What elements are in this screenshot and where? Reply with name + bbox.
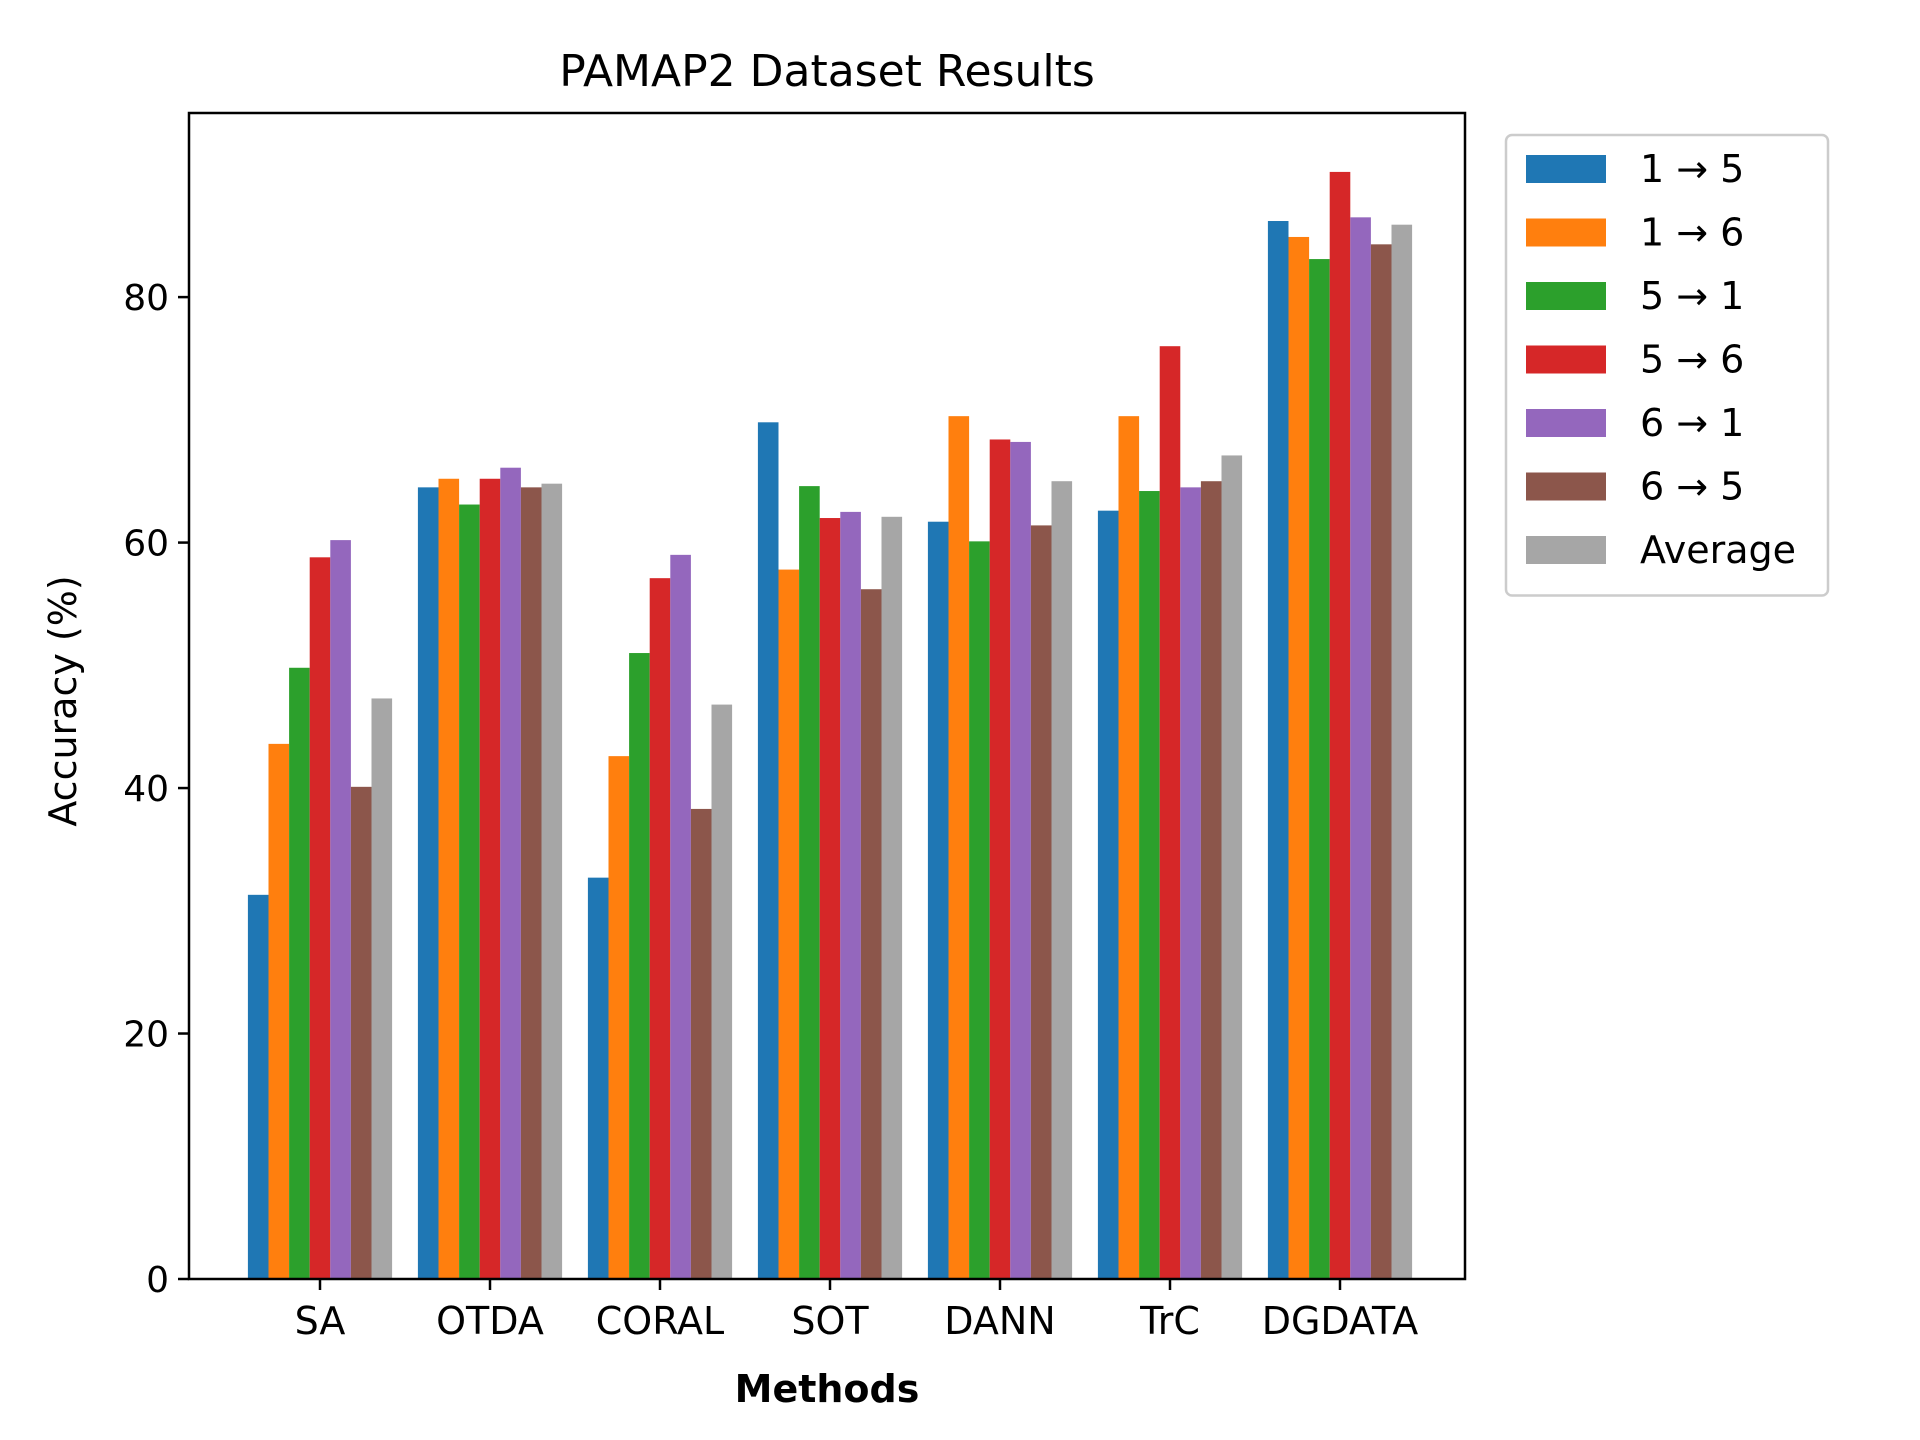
bar: [649, 578, 671, 1279]
bar: [247, 894, 269, 1279]
bar: [417, 487, 439, 1280]
bars-layer: [247, 171, 1413, 1280]
bar: [541, 483, 563, 1279]
bar: [1350, 217, 1371, 1280]
y-tick-label: 60: [123, 524, 169, 565]
x-ticks-layer: SA OTDA CORAL SOT DANN TrC DGDATA: [295, 1279, 1419, 1343]
x-tick-label: TrC: [1139, 1299, 1200, 1343]
legend-swatch: [1526, 282, 1606, 310]
y-tick-label: 80: [123, 278, 169, 319]
bar: [840, 511, 861, 1279]
bar: [1200, 481, 1222, 1280]
legend-swatch: [1526, 345, 1606, 374]
bar: [860, 589, 882, 1279]
bar: [927, 521, 949, 1279]
x-tick-label: SA: [295, 1299, 346, 1343]
bar: [1097, 510, 1119, 1279]
bar: [289, 667, 310, 1279]
bar: [690, 808, 712, 1279]
bar: [989, 439, 1011, 1280]
x-tick-label: DGDATA: [1262, 1299, 1419, 1343]
legend-swatch: [1526, 155, 1606, 183]
bar: [1010, 441, 1031, 1279]
bar: [948, 416, 970, 1279]
legend-swatch: [1526, 472, 1606, 501]
bar: [819, 518, 841, 1279]
y-tick-label: 40: [123, 769, 169, 810]
y-axis-label: Accuracy (%): [41, 575, 85, 826]
bar: [1180, 487, 1201, 1280]
legend-label: 5 → 1: [1640, 274, 1744, 318]
bar: [479, 478, 501, 1279]
bar: [371, 698, 393, 1279]
legend-label: 1 → 5: [1640, 147, 1744, 191]
bar: [459, 504, 480, 1279]
legend-swatch: [1526, 218, 1606, 247]
bar: [1139, 491, 1160, 1279]
bar: [1118, 416, 1140, 1279]
bar: [629, 653, 650, 1279]
bar: [268, 743, 290, 1279]
bar: [1329, 171, 1351, 1279]
bar: [1051, 481, 1073, 1280]
x-tick-label: CORAL: [596, 1299, 724, 1343]
legend-label: 6 → 5: [1640, 465, 1744, 509]
bar: [1391, 224, 1413, 1280]
y-ticks-layer: 0 20 40 60 80: [123, 278, 189, 1301]
plot-frame: [187, 111, 1467, 1281]
bar: [778, 569, 800, 1279]
legend-swatch: [1526, 536, 1606, 564]
legend-swatch: [1526, 409, 1606, 437]
x-tick-label: SOT: [791, 1299, 869, 1343]
bar: [757, 422, 779, 1279]
bar: [1370, 244, 1392, 1280]
bar: [799, 486, 820, 1279]
bar: [881, 516, 903, 1279]
bar: [670, 554, 691, 1279]
bar: [520, 487, 542, 1280]
legend: 1 → 5 1 → 6 5 → 1 5 → 6 6 → 1 6 → 5 Average: [1504, 133, 1830, 597]
y-tick-label: 20: [123, 1015, 169, 1056]
bar: [330, 540, 351, 1279]
bar: [587, 877, 609, 1279]
bar: [350, 786, 372, 1279]
y-tick-label: 0: [146, 1260, 169, 1301]
legend-label: 6 → 1: [1640, 401, 1744, 445]
legend-label: 1 → 6: [1640, 211, 1744, 255]
bar: [608, 756, 630, 1279]
bar: [438, 478, 460, 1279]
legend-label: 5 → 6: [1640, 338, 1744, 382]
x-tick-label: DANN: [944, 1299, 1055, 1343]
bar: [1309, 259, 1330, 1279]
x-axis-label: Methods: [735, 1367, 920, 1411]
chart-title: PAMAP2 Dataset Results: [559, 46, 1095, 97]
bar: [1159, 346, 1181, 1279]
bar: [1288, 236, 1310, 1280]
legend-label: Average: [1640, 528, 1796, 572]
bar: [1030, 525, 1052, 1279]
x-tick-label: OTDA: [436, 1299, 544, 1343]
bar: [500, 467, 521, 1280]
bar: [309, 557, 331, 1279]
bar: [1267, 221, 1289, 1279]
bar: [1221, 455, 1243, 1279]
bar: [711, 704, 733, 1279]
bar: [969, 541, 990, 1279]
